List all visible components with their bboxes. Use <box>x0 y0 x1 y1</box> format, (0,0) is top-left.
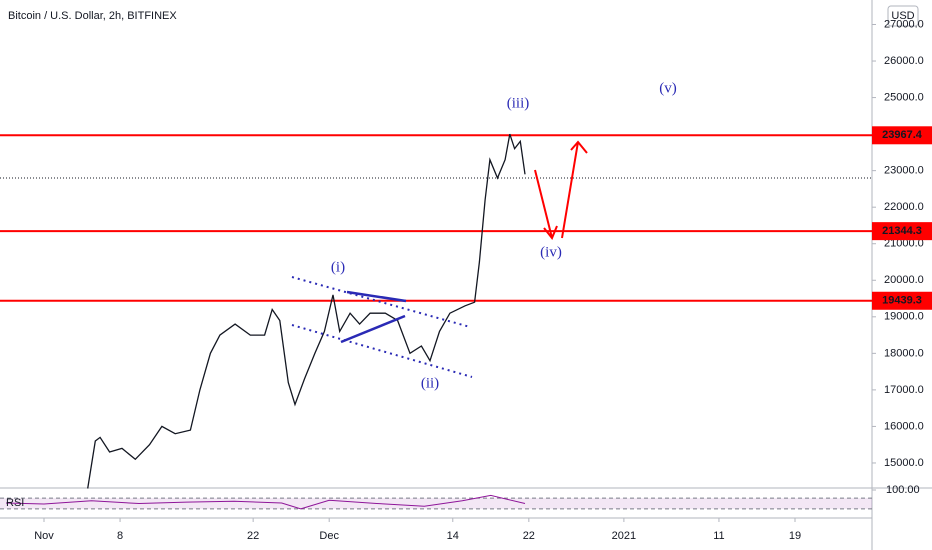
rsi-band <box>0 498 872 509</box>
y-tick-label: 26000.0 <box>884 55 924 67</box>
wave-label: (v) <box>659 80 677 96</box>
arrow-up <box>561 140 588 239</box>
y-tick-label: 16000.0 <box>884 420 924 432</box>
y-tick-label: 25000.0 <box>884 91 924 103</box>
lower-channel <box>291 324 473 378</box>
level-label: 19439.3 <box>882 295 922 307</box>
rsi-line <box>5 494 526 510</box>
y-tick-label: 22000.0 <box>884 201 924 213</box>
y-tick-label: 20000.0 <box>884 274 924 286</box>
price-line <box>87 133 526 489</box>
currency-button[interactable] <box>887 5 919 27</box>
x-tick-label: 14 <box>447 530 459 542</box>
wave-label: (ii) <box>421 375 439 391</box>
triangle-bottom <box>340 314 406 344</box>
triangle-top <box>346 290 407 303</box>
wave-label: (i) <box>331 259 345 275</box>
wave-label: (iv) <box>540 244 562 260</box>
level-tag <box>872 126 932 145</box>
level-label: 23967.4 <box>882 129 923 141</box>
y-tick-label: 17000.0 <box>884 384 924 396</box>
x-tick-label: Dec <box>319 530 339 542</box>
rsi-tick-label: 100.00 <box>886 484 920 496</box>
x-tick-label: Nov <box>34 530 54 542</box>
x-tick-label: 8 <box>117 530 123 542</box>
indicator-label: RSI <box>6 497 24 509</box>
x-tick-label: 11 <box>713 530 724 542</box>
chart-title: Bitcoin / U.S. Dollar, 2h, BITFINEX <box>8 10 177 22</box>
x-tick-label: 22 <box>247 530 259 542</box>
x-tick-label: 19 <box>789 530 801 542</box>
y-tick-label: 27000.0 <box>884 18 924 30</box>
wave-label: (iii) <box>507 95 530 111</box>
y-tick-label: 18000.0 <box>884 347 924 359</box>
upper-channel <box>291 276 471 328</box>
y-tick-label: 19000.0 <box>884 311 924 323</box>
level-tag <box>872 291 932 310</box>
y-tick-label: 23000.0 <box>884 165 924 177</box>
x-tick-label: 2021 <box>612 530 636 542</box>
x-tick-label: 22 <box>523 530 535 542</box>
y-tick-label: 21000.0 <box>884 238 924 250</box>
level-tag <box>872 222 932 241</box>
level-label: 21344.3 <box>882 225 922 237</box>
currency-label[interactable]: USD <box>891 10 914 22</box>
y-tick-label: 15000.0 <box>884 457 924 469</box>
arrow-down <box>534 169 558 240</box>
